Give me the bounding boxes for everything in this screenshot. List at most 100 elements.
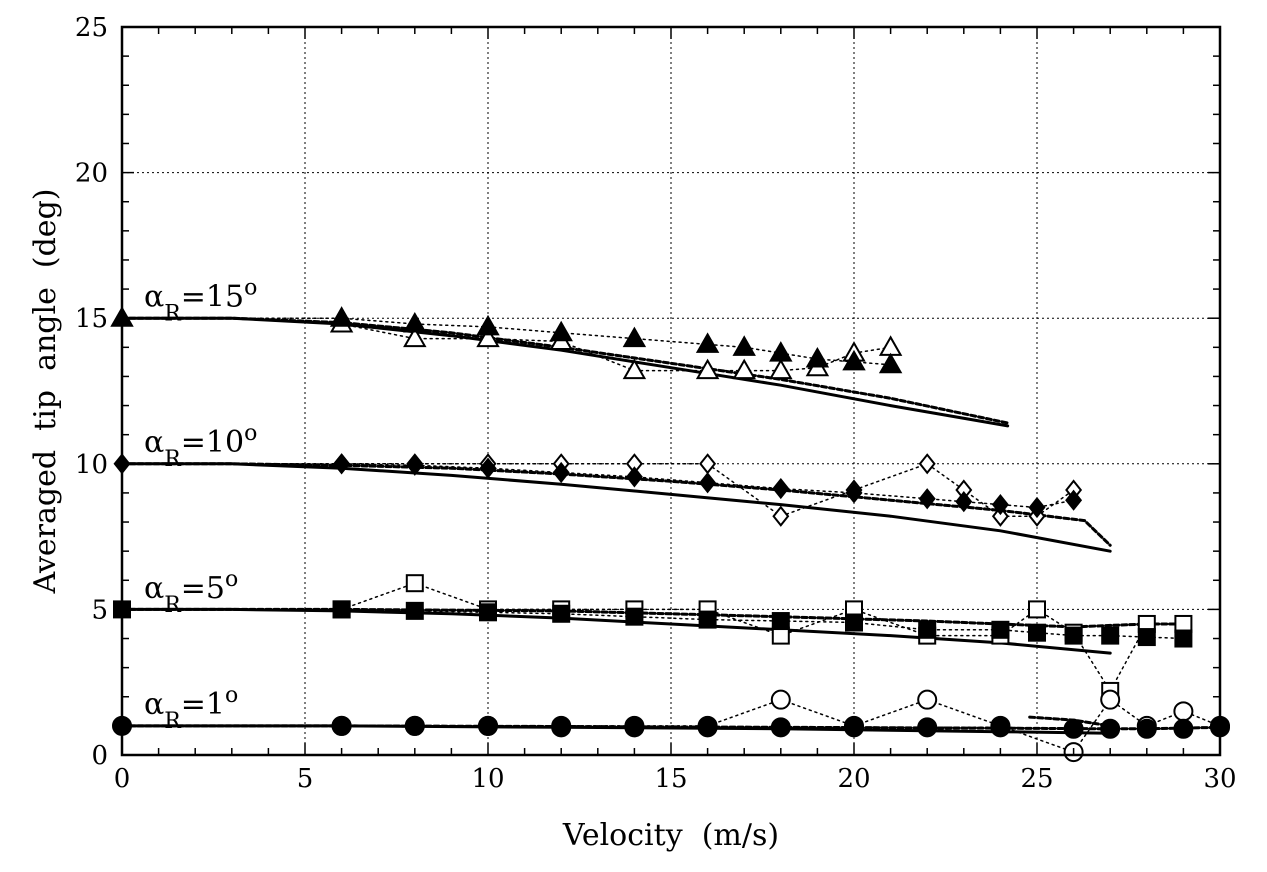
annotation-value: =5 <box>181 571 225 606</box>
x-tick-label: 20 <box>837 764 870 794</box>
marker-layer <box>110 306 1230 763</box>
filled-square-marker <box>698 610 717 629</box>
tick-labels: 0 5 10 15 20 25 30 0 5 10 15 20 25 <box>75 13 1237 794</box>
filled-circle-marker <box>624 717 645 738</box>
filled-circle-marker <box>551 717 572 738</box>
filled-square-marker <box>1028 623 1046 642</box>
filled-triangle-marker <box>622 326 647 348</box>
filled-diamond-marker <box>479 457 497 479</box>
filled-diamond-marker <box>918 488 936 510</box>
filled-square-marker <box>845 613 863 632</box>
open-square-marker <box>405 574 424 593</box>
filled-square-marker <box>1101 626 1120 645</box>
open-square-marker <box>1028 600 1046 619</box>
y-tick-label: 10 <box>75 450 108 480</box>
filled-triangle-marker <box>476 314 500 336</box>
filled-circle-marker <box>917 717 938 738</box>
filled-diamond-marker <box>845 482 863 504</box>
filled-circle-marker <box>697 717 718 738</box>
filled-circle-marker <box>844 717 864 738</box>
filled-circle-marker <box>990 717 1011 738</box>
open-diamond-marker <box>991 505 1009 527</box>
filled-square-marker <box>1064 626 1083 645</box>
series-annotation: αR=10o <box>144 421 257 472</box>
open-triangle-marker <box>769 358 793 380</box>
series-annotation: αR=1o <box>144 683 238 734</box>
grid <box>122 27 1220 755</box>
filled-square-marker <box>918 620 937 639</box>
measured-connector-line <box>340 582 1185 692</box>
filled-diamond-marker <box>1028 496 1046 519</box>
filled-square-marker <box>625 607 644 626</box>
series-annotation: αR=5o <box>144 567 238 618</box>
open-diamond-marker <box>699 453 717 475</box>
open-triangle-marker <box>732 358 756 380</box>
x-tick-label: 25 <box>1020 764 1053 794</box>
filled-circle-marker <box>1100 718 1121 739</box>
x-tick-label: 5 <box>297 764 314 794</box>
annotation-subscript: R <box>164 447 182 472</box>
filled-diamond-marker <box>955 491 973 513</box>
filled-square-marker <box>479 603 497 622</box>
annotation-value: =1 <box>181 687 225 722</box>
filled-diamond-marker <box>772 477 790 500</box>
plot-frame <box>120 25 1222 757</box>
filled-triangle-marker <box>403 312 427 333</box>
filled-diamond-marker <box>333 453 351 475</box>
filled-triangle-marker <box>769 341 793 362</box>
y-axis-title: Averaged tip angle (deg) <box>28 189 63 595</box>
open-triangle-marker <box>476 326 500 348</box>
filled-diamond-marker <box>406 454 424 476</box>
annotation-degree: o <box>225 567 238 592</box>
annotation-alpha: α <box>144 571 164 606</box>
filled-triangle-marker <box>732 335 756 356</box>
filled-square-marker <box>991 620 1010 639</box>
open-circle-marker <box>770 689 791 710</box>
annotation-alpha: α <box>144 280 164 315</box>
filled-diamond-marker <box>552 461 570 484</box>
open-circle-marker <box>917 689 938 710</box>
x-tick-label: 10 <box>471 764 504 794</box>
annotation-subscript: R <box>164 709 182 734</box>
y-tick-label: 0 <box>91 741 108 771</box>
filled-square-marker <box>1137 628 1156 647</box>
filled-circle-marker <box>1063 718 1084 739</box>
filled-triangle-marker <box>805 346 830 368</box>
y-tick-label: 5 <box>91 595 108 625</box>
x-tick-label: 30 <box>1203 764 1236 794</box>
filled-square-marker <box>405 601 424 620</box>
open-circle-marker <box>1173 701 1194 722</box>
open-circle-marker <box>1100 689 1121 710</box>
x-axis-title: Velocity (m/s) <box>562 818 779 853</box>
filled-circle-marker <box>404 715 425 736</box>
filled-circle-marker <box>1173 718 1194 739</box>
filled-circle-marker <box>770 717 791 738</box>
open-diamond-marker <box>772 505 790 527</box>
open-diamond-marker <box>918 453 936 475</box>
series-annotation: αR=15o <box>144 276 257 327</box>
open-triangle-marker <box>622 358 647 380</box>
filled-circle-marker <box>1136 718 1157 739</box>
filled-diamond-marker <box>1065 489 1083 511</box>
filled-circle-marker <box>478 715 498 736</box>
annotation-degree: o <box>225 683 238 708</box>
x-tick-label: 15 <box>654 764 687 794</box>
y-tick-label: 20 <box>75 159 108 189</box>
filled-triangle-marker <box>695 332 720 353</box>
open-triangle-marker <box>403 326 427 348</box>
filled-diamond-marker <box>625 466 643 488</box>
filled-square-marker <box>332 600 351 619</box>
open-triangle-marker <box>878 335 903 356</box>
filled-triangle-marker <box>878 352 903 374</box>
filled-square-marker <box>771 612 790 631</box>
filled-triangle-marker <box>842 349 866 371</box>
filled-triangle-marker <box>329 306 354 327</box>
annotation-value: =10 <box>181 425 244 460</box>
y-tick-label: 15 <box>75 304 108 334</box>
annotation-subscript: R <box>164 302 182 327</box>
annotation-alpha: α <box>144 425 164 460</box>
annotation-degree: o <box>244 276 257 301</box>
x-tick-label: 0 <box>114 764 131 794</box>
